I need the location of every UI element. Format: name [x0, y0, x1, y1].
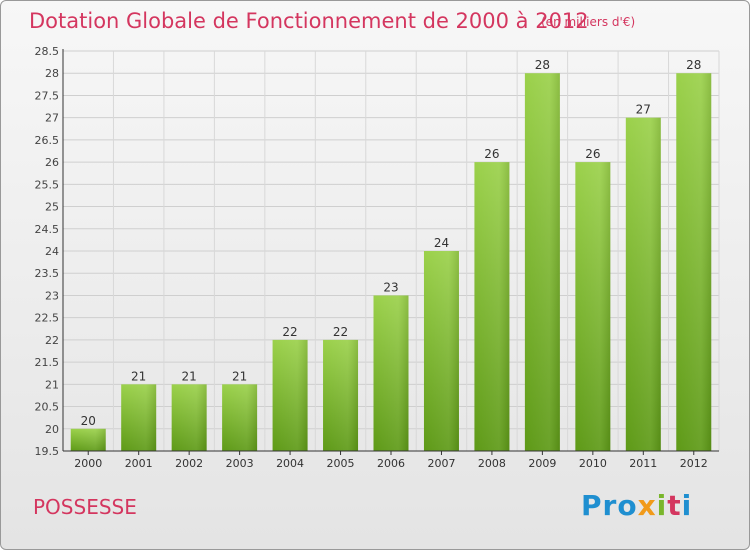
commune-name: POSSESSE: [33, 495, 137, 519]
chart-unit: (en milliers d'€): [541, 15, 636, 29]
bar-shading: [524, 73, 560, 451]
x-tick-label: 2000: [74, 457, 102, 470]
x-tick-label: 2009: [528, 457, 556, 470]
x-tick-label: 2002: [175, 457, 203, 470]
bar-shading: [474, 162, 510, 451]
x-tick-label: 2008: [478, 457, 506, 470]
y-tick-label: 21: [45, 378, 59, 391]
bar-shading: [676, 73, 712, 451]
y-tick-label: 26.5: [35, 134, 60, 147]
bar-value-label: 20: [81, 414, 96, 428]
bar-value-label: 21: [232, 369, 247, 383]
y-tick-label: 25: [45, 201, 59, 214]
bar-value-label: 24: [434, 236, 449, 250]
bar-value-label: 28: [686, 58, 701, 72]
bar-value-label: 26: [484, 147, 499, 161]
bar-shading: [625, 117, 661, 452]
y-tick-label: 27: [45, 112, 59, 125]
y-tick-label: 24.5: [35, 223, 60, 236]
y-tick-label: 22.5: [35, 312, 60, 325]
y-tick-label: 26: [45, 156, 59, 169]
x-tick-label: 2004: [276, 457, 304, 470]
y-tick-label: 20.5: [35, 401, 60, 414]
y-tick-label: 28: [45, 67, 59, 80]
bar-value-label: 22: [333, 325, 348, 339]
bar-shading: [272, 339, 308, 451]
y-tick-label: 28.5: [35, 45, 60, 58]
x-tick-label: 2003: [226, 457, 254, 470]
bar-value-label: 23: [383, 280, 398, 294]
proxiti-logo: Proxiti: [581, 489, 693, 522]
axis-layer: 19.5 20 20.5 21 21.5 22 22.5 23 23.5 24 24.5 25 25.5…: [35, 45, 719, 470]
x-tick-label: 2011: [629, 457, 657, 470]
bar-shading: [373, 295, 409, 451]
y-tick-label: 24: [45, 245, 59, 258]
y-tick-label: 23.5: [35, 267, 60, 280]
x-tick-label: 2001: [125, 457, 153, 470]
bar-shading: [423, 251, 459, 451]
bars-layer: [70, 73, 712, 452]
bar-value-label: 26: [585, 147, 600, 161]
bar-shading: [121, 384, 157, 451]
y-tick-label: 22: [45, 334, 59, 347]
bar-value-label: 21: [131, 369, 146, 383]
bar-value-label: 22: [282, 325, 297, 339]
bar-shading: [70, 428, 106, 451]
x-tick-label: 2006: [377, 457, 405, 470]
chart-title: Dotation Globale de Fonctionnement de 20…: [29, 9, 589, 33]
y-tick-label: 20: [45, 423, 59, 436]
x-tick-label: 2007: [427, 457, 455, 470]
bar-shading: [171, 384, 207, 451]
bar-value-label: 28: [535, 58, 550, 72]
y-tick-label: 21.5: [35, 356, 60, 369]
y-tick-label: 19.5: [35, 445, 60, 458]
x-tick-label: 2005: [327, 457, 355, 470]
y-tick-label: 23: [45, 289, 59, 302]
y-tick-label: 27.5: [35, 89, 60, 102]
bar-value-label: 27: [636, 103, 651, 117]
y-tick-label: 25.5: [35, 178, 60, 191]
bar-shading: [323, 339, 359, 451]
x-tick-label: 2012: [680, 457, 708, 470]
bar-shading: [222, 384, 258, 451]
bar-shading: [575, 162, 611, 451]
bar-value-label: 21: [182, 369, 197, 383]
x-tick-label: 2010: [579, 457, 607, 470]
